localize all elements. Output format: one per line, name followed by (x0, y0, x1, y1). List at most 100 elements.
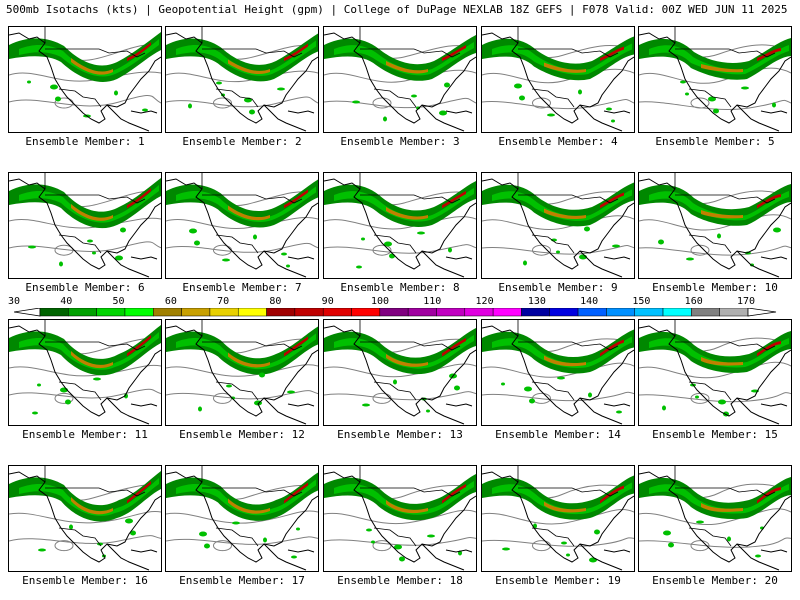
isotach-blob (92, 251, 96, 255)
coastline (603, 256, 631, 260)
isotach-blob (611, 119, 615, 123)
isotach-blob (120, 227, 126, 233)
isotach-blob (291, 555, 297, 559)
isotach-core (127, 188, 151, 209)
isotach-band (19, 332, 159, 370)
isotach-blob (668, 542, 674, 548)
isotach-core (757, 194, 781, 209)
isotach-blob (286, 264, 290, 268)
map-canvas (324, 173, 476, 278)
isotach-core (701, 357, 743, 366)
map-canvas (9, 173, 161, 278)
isotach-blob (685, 92, 689, 96)
border-line (688, 527, 732, 547)
isotach-band (649, 191, 789, 221)
height-contour (532, 540, 551, 552)
ensemble-member-label: Ensemble Member: 8 (340, 281, 460, 294)
colorbar-tick-label: 40 (60, 296, 73, 307)
border-line (675, 48, 776, 58)
ensemble-member-label: Ensemble Member: 5 (655, 135, 775, 148)
coastline (106, 250, 150, 278)
coastline (106, 397, 150, 425)
map-canvas (9, 466, 161, 571)
isotach-blob (50, 84, 58, 90)
ensemble-panel (638, 465, 792, 572)
colorbar-segment (606, 308, 635, 317)
map-canvas (324, 466, 476, 571)
coastline (130, 256, 158, 260)
isotach-blob (514, 83, 522, 89)
isotach-blob (524, 386, 532, 392)
colorbar-segment (521, 308, 551, 317)
height-contour (324, 391, 476, 401)
colorbar-segment (549, 308, 579, 317)
colorbar-tick-label: 30 (7, 296, 21, 307)
border-line (360, 341, 461, 351)
isotach-blob (366, 528, 372, 532)
ensemble-member-label: Ensemble Member: 18 (337, 574, 463, 587)
isotach-blob (296, 527, 300, 531)
height-contour (324, 363, 476, 378)
isotach-core (386, 207, 428, 220)
isotach-core (600, 46, 624, 61)
border-line (45, 487, 146, 497)
ensemble-member-label: Ensemble Member: 2 (182, 135, 302, 148)
height-contour (639, 67, 791, 84)
coastline (736, 104, 780, 132)
ensemble-member-label: Ensemble Member: 20 (652, 574, 778, 587)
height-contour (482, 362, 634, 378)
isotach-blob (727, 536, 731, 542)
isotach-band (649, 484, 789, 514)
isotach-blob (547, 113, 555, 117)
border-line (531, 527, 575, 547)
isotach-core (228, 205, 270, 221)
ensemble-panel (481, 172, 635, 279)
border-line (58, 527, 102, 547)
coastline (639, 471, 791, 563)
height-contour (482, 245, 634, 255)
coastline (760, 110, 788, 114)
isotach-core (127, 481, 151, 504)
ensemble-member-label: Ensemble Member: 15 (652, 428, 778, 441)
coastline (130, 549, 158, 553)
isotach-blob (216, 81, 222, 85)
isotach-blob (399, 556, 405, 562)
isotach-band (19, 185, 159, 223)
border-line (531, 88, 575, 108)
isotach-blob (389, 253, 395, 259)
isotach-blob (253, 234, 257, 240)
height-contour (9, 388, 161, 399)
isotach-blob (249, 109, 255, 115)
height-contour (372, 244, 392, 256)
map-canvas (482, 173, 634, 278)
coastline (421, 250, 465, 278)
isotach-blob (588, 392, 592, 398)
isotach-blob (561, 541, 567, 545)
isotach-core (600, 339, 624, 357)
colorbar-segment (379, 308, 409, 317)
isotach-core (757, 48, 781, 61)
border-line (202, 48, 303, 58)
isotach-blob (222, 258, 230, 262)
isotach-blob (663, 530, 671, 536)
isotach-core (284, 189, 308, 209)
isotach-blob (188, 103, 192, 109)
isotach-blob (439, 110, 447, 116)
border-line (45, 48, 146, 58)
isotach-blob (383, 116, 387, 122)
border-line (373, 527, 417, 547)
height-contour (324, 537, 476, 546)
isotach-core (386, 500, 428, 514)
colorbar-svg (14, 308, 777, 317)
height-contour (166, 390, 318, 400)
isotach-blob (557, 376, 565, 380)
height-contour (690, 540, 710, 552)
coastline (263, 104, 307, 132)
isotach-blob (114, 90, 118, 96)
coastline (324, 32, 476, 124)
colorbar-arrow-left (14, 308, 41, 317)
isotach-band (19, 478, 159, 516)
coastline (9, 471, 161, 563)
isotach-blob (27, 80, 31, 84)
coastline (445, 403, 473, 407)
